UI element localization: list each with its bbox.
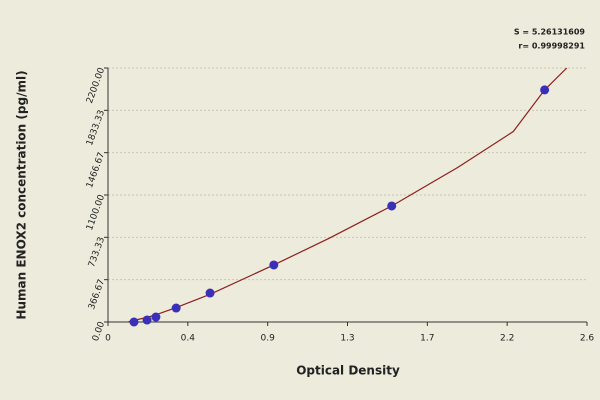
x-tick-label: 2.2 [500, 334, 514, 344]
data-point [269, 260, 279, 270]
y-tick-label: 1466.67 [85, 151, 107, 189]
annotation: r= 0.99998291 [518, 42, 585, 51]
y-tick-label: 2200.00 [85, 66, 107, 105]
y-tick-label: 1100.00 [85, 193, 107, 232]
x-tick-label: 2.6 [580, 334, 595, 344]
data-point [142, 315, 152, 325]
y-axis-label: Human ENOX2 concentration (pg/ml) [15, 70, 29, 319]
x-tick-label: 1.7 [420, 334, 434, 344]
x-tick-label: 0 [105, 334, 111, 344]
x-tick-label: 1.3 [340, 334, 354, 344]
data-point [151, 312, 161, 322]
x-tick-label: 0.4 [181, 334, 196, 344]
data-point [129, 317, 139, 327]
x-axis-label: Optical Density [296, 364, 400, 378]
y-tick-label: 366.67 [87, 278, 107, 311]
x-tick-label: 0.9 [261, 334, 276, 344]
data-point [171, 303, 181, 313]
data-point [205, 288, 215, 298]
y-tick-label: 733.33 [87, 236, 107, 269]
data-point [540, 85, 550, 95]
data-point [387, 201, 397, 211]
annotation: S = 5.26131609 [514, 28, 586, 37]
y-tick-label: 1833.33 [85, 109, 107, 147]
